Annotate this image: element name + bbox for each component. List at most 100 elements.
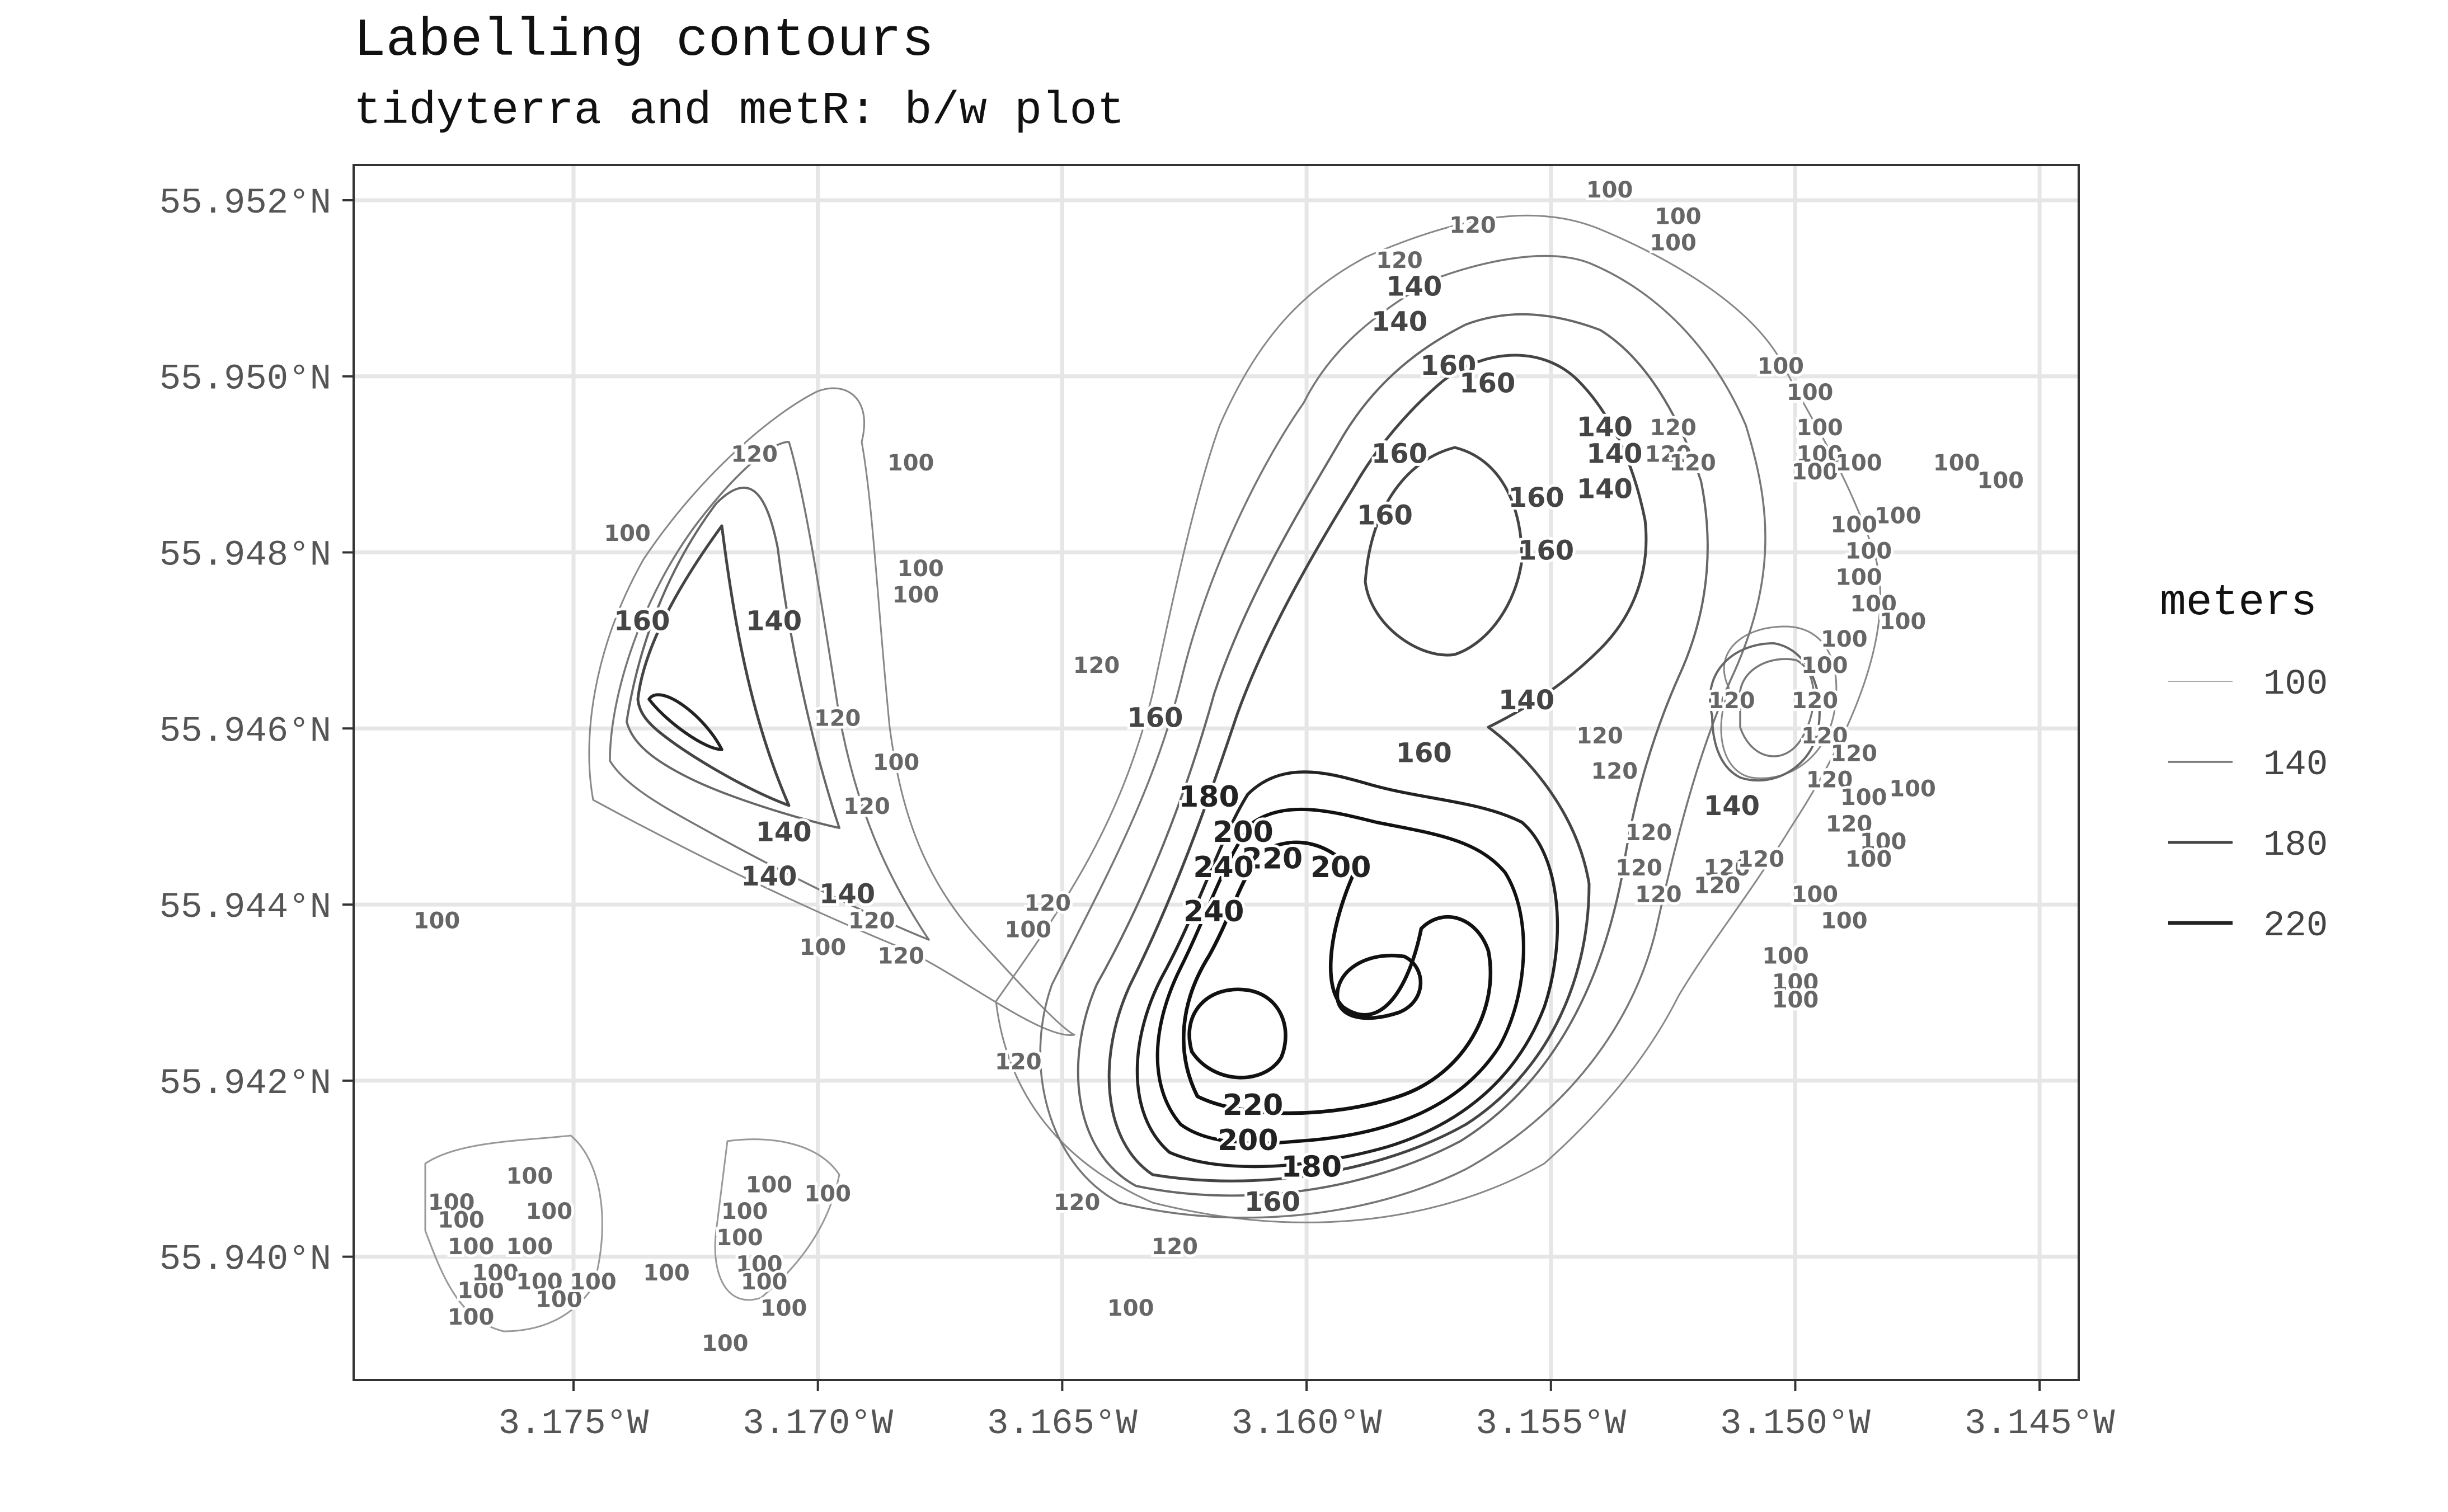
contour-180 xyxy=(1135,770,1559,1169)
contour-label: 200 xyxy=(1310,851,1371,884)
contour-label: 120 xyxy=(1801,723,1848,749)
contour-label: 100 xyxy=(506,1164,553,1189)
contour-label: 100 xyxy=(414,908,461,934)
contour-label: 100 xyxy=(438,1208,485,1233)
contour-160 xyxy=(1364,446,1524,657)
contour-label: 120 xyxy=(843,794,890,819)
contour-label: 120 xyxy=(1591,759,1638,784)
contour-160 xyxy=(1107,354,1648,1183)
contour-label: 120 xyxy=(1615,855,1662,881)
x-tick-label: 3.145°W xyxy=(1965,1404,2115,1444)
x-axis-ticks: 3.175°W 3.170°W 3.165°W 3.160°W 3.155°W 3.150… xyxy=(499,1380,2115,1444)
contour-120 xyxy=(609,441,930,941)
plot-panel xyxy=(353,164,2080,1381)
contour-label: 100 xyxy=(760,1296,807,1321)
contour-label: 100 xyxy=(1933,450,1980,476)
contour-label: 140 xyxy=(1704,790,1760,822)
contour-100 xyxy=(588,387,1075,1036)
contour-label: 100 xyxy=(526,1199,573,1224)
contour-label: 100 xyxy=(643,1260,690,1286)
y-tick-label: 55.944°N xyxy=(159,888,331,928)
contour-label: 100 xyxy=(1821,908,1868,934)
contour-140 xyxy=(1709,642,1821,782)
grid-lines xyxy=(354,165,2079,1380)
y-tick-label: 55.952°N xyxy=(159,183,331,224)
contour-label: 100 xyxy=(1586,177,1633,203)
contour-label: 160 xyxy=(614,605,670,637)
contour-label: 100 xyxy=(1796,415,1843,441)
contour-label: 100 xyxy=(1801,653,1848,679)
contour-label: 140 xyxy=(755,817,811,848)
contour-label: 120 xyxy=(1694,873,1741,899)
contour-180 xyxy=(647,693,723,751)
contour-label: 100 xyxy=(741,1269,788,1295)
contour-label: 100 xyxy=(746,1172,793,1198)
contour-label: 100 xyxy=(1860,829,1907,855)
contour-label: 100 xyxy=(428,1190,475,1216)
contour-label: 140 xyxy=(1371,306,1427,337)
contour-label: 140 xyxy=(819,878,875,910)
contour-label: 160 xyxy=(1127,703,1183,734)
contour-label: 100 xyxy=(604,521,651,547)
contour-label: 120 xyxy=(814,706,861,732)
contour-label: 100 xyxy=(892,582,939,608)
contour-label: 100 xyxy=(1796,441,1843,467)
contour-100 xyxy=(714,1138,840,1301)
contour-label: 100 xyxy=(1787,380,1834,406)
contour-label: 160 xyxy=(1508,482,1564,514)
contour-100 xyxy=(424,1134,603,1332)
contour-label: 120 xyxy=(1152,1234,1199,1260)
y-axis-ticks: 55.952°N 55.950°N 55.948°N 55.946°N 55.944°N… xyxy=(159,183,354,1280)
contour-label: 120 xyxy=(995,1049,1042,1075)
contour-label: 100 xyxy=(1792,882,1839,907)
contour-label: 100 xyxy=(736,1251,783,1277)
contour-label: 120 xyxy=(1054,1190,1101,1216)
contour-140 xyxy=(1077,313,1709,1197)
legend-title: meters xyxy=(2160,578,2317,628)
contour-label: 100 xyxy=(1772,970,1819,996)
contour-label: 100 xyxy=(897,556,944,582)
contour-label: 120 xyxy=(1650,415,1697,441)
contour-160 xyxy=(636,524,791,807)
contour-120 xyxy=(1738,658,1815,757)
contour-label: 100 xyxy=(448,1304,495,1330)
contour-label: 100 xyxy=(457,1278,504,1304)
contour-label: 100 xyxy=(1107,1296,1154,1321)
legend-label: 180 xyxy=(2263,826,2328,866)
contour-label: 100 xyxy=(516,1269,563,1295)
contour-240 xyxy=(1187,987,1288,1080)
contour-label: 160 xyxy=(1244,1186,1300,1218)
contour-label: 100 xyxy=(1845,539,1892,564)
legend-label: 220 xyxy=(2263,906,2328,946)
contour-label: 100 xyxy=(1830,512,1877,538)
contour-label: 100 xyxy=(1792,459,1839,485)
y-tick-label: 55.942°N xyxy=(159,1064,331,1104)
contour-label: 100 xyxy=(448,1234,495,1260)
contour-label: 100 xyxy=(800,935,847,960)
x-tick-label: 3.175°W xyxy=(499,1404,649,1444)
x-tick-label: 3.155°W xyxy=(1476,1404,1626,1444)
contour-label: 120 xyxy=(1738,846,1785,872)
x-tick-label: 3.165°W xyxy=(987,1404,1138,1444)
contour-label: 160 xyxy=(1518,535,1574,567)
x-tick-label: 3.150°W xyxy=(1720,1404,1871,1444)
contour-label: 120 xyxy=(1708,688,1755,714)
contour-label: 100 xyxy=(1762,944,1809,969)
contour-200 xyxy=(1155,807,1525,1145)
contour-label: 100 xyxy=(721,1199,768,1224)
contour-label: 180 xyxy=(1281,1150,1342,1184)
contour-label: 100 xyxy=(1772,987,1819,1013)
contour-220 xyxy=(1182,840,1492,1115)
contour-label: 120 xyxy=(1376,248,1423,274)
legend-label: 100 xyxy=(2263,665,2328,705)
contour-label: 120 xyxy=(1645,441,1692,467)
contour-label: 100 xyxy=(506,1234,553,1260)
contour-label: 100 xyxy=(1005,917,1052,943)
contour-label: 120 xyxy=(1826,811,1873,837)
contour-label: 160 xyxy=(1459,368,1515,399)
contour-label: 100 xyxy=(1845,846,1892,872)
contour-label: 120 xyxy=(1703,855,1750,881)
contour-label: 100 xyxy=(1874,503,1921,529)
